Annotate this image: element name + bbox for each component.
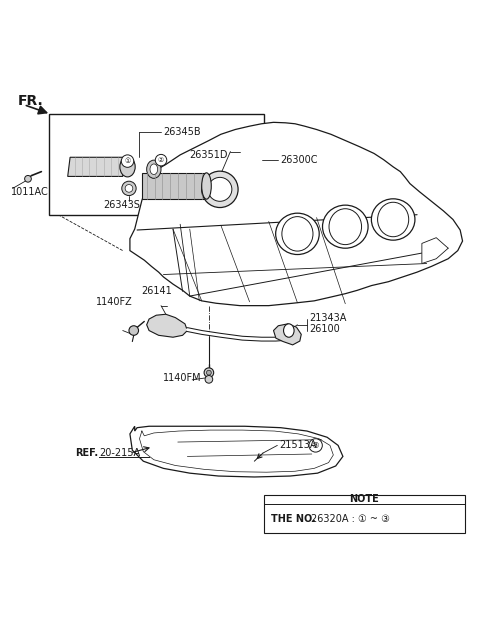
Ellipse shape	[372, 199, 415, 240]
Text: 1140FZ: 1140FZ	[96, 297, 133, 307]
Text: 20-215A: 20-215A	[99, 448, 140, 458]
Polygon shape	[68, 157, 123, 177]
Ellipse shape	[282, 216, 313, 251]
Text: ③: ③	[312, 441, 319, 450]
Polygon shape	[130, 426, 343, 477]
Ellipse shape	[276, 213, 319, 255]
Text: 26345B: 26345B	[163, 127, 201, 138]
Circle shape	[122, 181, 136, 196]
Polygon shape	[422, 237, 448, 264]
Ellipse shape	[284, 324, 294, 337]
Circle shape	[156, 154, 167, 166]
Circle shape	[205, 376, 213, 383]
Text: FR.: FR.	[17, 94, 43, 108]
Ellipse shape	[329, 209, 361, 244]
Circle shape	[129, 326, 139, 335]
Polygon shape	[130, 122, 463, 306]
Circle shape	[208, 177, 232, 202]
Ellipse shape	[323, 205, 368, 248]
Circle shape	[125, 184, 133, 192]
Text: 1011AC: 1011AC	[11, 187, 49, 196]
Polygon shape	[147, 314, 187, 337]
Circle shape	[121, 155, 134, 167]
Bar	[264, 495, 465, 533]
Ellipse shape	[147, 160, 161, 179]
Polygon shape	[274, 324, 301, 345]
Text: 1140FM: 1140FM	[163, 373, 202, 383]
Circle shape	[24, 175, 31, 182]
Text: REF.: REF.	[75, 448, 98, 458]
Text: 26343S: 26343S	[104, 200, 141, 210]
Bar	[48, 114, 264, 214]
Polygon shape	[142, 173, 206, 199]
Text: NOTE: NOTE	[349, 495, 379, 504]
Ellipse shape	[378, 202, 408, 237]
Text: 26141: 26141	[141, 286, 172, 296]
Circle shape	[204, 368, 214, 378]
Ellipse shape	[202, 173, 211, 199]
Circle shape	[202, 171, 238, 207]
Circle shape	[309, 438, 323, 452]
Text: 26320A : ① ~ ③: 26320A : ① ~ ③	[311, 514, 390, 524]
Text: 26351D: 26351D	[190, 150, 228, 160]
Ellipse shape	[150, 164, 157, 175]
Text: 21343A: 21343A	[310, 313, 347, 323]
Text: THE NO.: THE NO.	[271, 514, 319, 524]
Text: ①: ①	[124, 158, 131, 164]
Ellipse shape	[120, 157, 135, 177]
Text: ②: ②	[158, 157, 164, 163]
Circle shape	[206, 371, 211, 375]
Text: 26300C: 26300C	[281, 155, 318, 164]
Text: 21513A: 21513A	[280, 440, 317, 451]
Text: 26100: 26100	[310, 324, 340, 333]
